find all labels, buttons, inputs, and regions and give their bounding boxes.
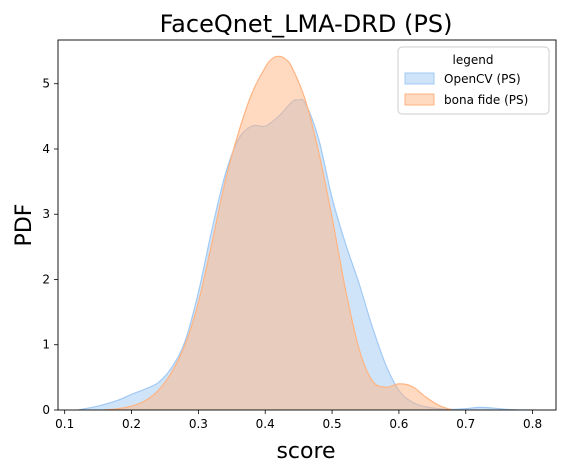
density-areas bbox=[77, 55, 533, 410]
x-axis-label: score bbox=[276, 439, 335, 464]
legend-swatch-2 bbox=[404, 93, 435, 106]
y-tick-label: 5 bbox=[42, 77, 50, 91]
legend-box bbox=[397, 46, 550, 115]
x-tick-label: 0.1 bbox=[55, 417, 74, 431]
x-tick-label: 0.8 bbox=[523, 417, 542, 431]
x-tick-label: 0.6 bbox=[389, 417, 408, 431]
x-axis-ticks: 0.1 0.2 0.3 0.4 0.5 0.6 0.7 0.8 bbox=[55, 410, 542, 431]
y-axis-label: PDF bbox=[12, 204, 37, 247]
legend-swatch-1 bbox=[404, 72, 435, 85]
legend-label-2: bona fide (PS) bbox=[444, 93, 528, 107]
legend: legend OpenCV (PS) bona fide (PS) bbox=[397, 46, 550, 115]
x-tick-label: 0.7 bbox=[456, 417, 475, 431]
chart-title: FaceQnet_LMA-DRD (PS) bbox=[160, 10, 453, 38]
x-tick-label: 0.3 bbox=[189, 417, 208, 431]
x-tick-label: 0.4 bbox=[256, 417, 275, 431]
y-tick-label: 0 bbox=[42, 403, 50, 417]
y-axis-ticks: 0 1 2 3 4 5 bbox=[42, 77, 58, 417]
x-tick-label: 0.2 bbox=[122, 417, 141, 431]
series-line-2 bbox=[104, 55, 453, 410]
plot-frame bbox=[57, 39, 557, 411]
series-area-2 bbox=[104, 56, 453, 410]
x-tick-label: 0.5 bbox=[323, 417, 342, 431]
legend-title: legend bbox=[453, 53, 494, 67]
y-tick-label: 3 bbox=[42, 207, 50, 221]
legend-label-1: OpenCV (PS) bbox=[444, 72, 521, 86]
y-tick-label: 4 bbox=[42, 142, 50, 156]
y-tick-label: 2 bbox=[42, 272, 50, 286]
y-tick-label: 1 bbox=[42, 338, 50, 352]
